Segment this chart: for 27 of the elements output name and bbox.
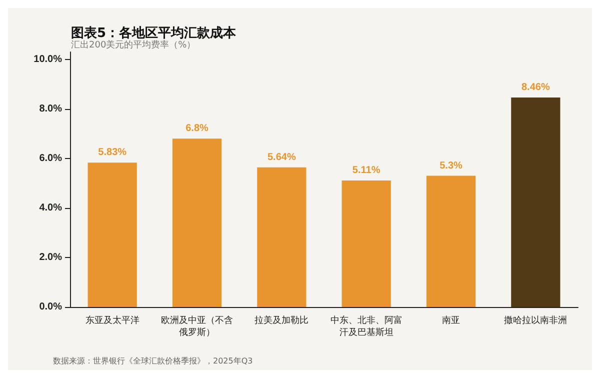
bar: [172, 138, 222, 307]
x-tick-label: 东亚及太平洋: [85, 315, 140, 326]
y-tick-label: 10.0%: [34, 54, 62, 65]
y-tick-label: 6.0%: [39, 152, 62, 164]
bar: [342, 180, 391, 307]
data-label: 6.8%: [186, 123, 209, 134]
y-tick-label: 0.0%: [39, 302, 62, 312]
x-tick-label: 南亚: [442, 315, 460, 326]
chart-title: 图表5：各地区平均汇款成本: [71, 26, 238, 41]
x-tick-label: 中东、北非、阿富汗及巴基斯坦: [330, 315, 402, 338]
data-label: 5.64%: [267, 152, 296, 163]
source-note: 数据来源：世界银行《全球汇款价格季报》，2025年Q3: [53, 356, 253, 366]
chart-subtitle: 汇出200美元的平均费率（%）: [71, 40, 196, 50]
data-label: 5.11%: [352, 164, 380, 176]
bar: [257, 167, 306, 307]
y-tick-label: 2.0%: [39, 252, 62, 263]
bar: [511, 98, 560, 307]
data-label: 5.83%: [98, 147, 127, 158]
y-tick-label: 8.0%: [39, 103, 62, 114]
y-tick-label: 4.0%: [39, 202, 62, 214]
x-tick-label: 拉美及加勒比: [254, 315, 309, 326]
data-label: 8.46%: [521, 82, 550, 94]
data-label: 5.3%: [440, 160, 463, 172]
bar: [88, 162, 137, 307]
x-tick-label: 欧洲及中亚（不含俄罗斯）: [161, 315, 233, 338]
bar: [426, 176, 476, 307]
x-tick-label: 撒哈拉以南非洲: [504, 315, 568, 326]
